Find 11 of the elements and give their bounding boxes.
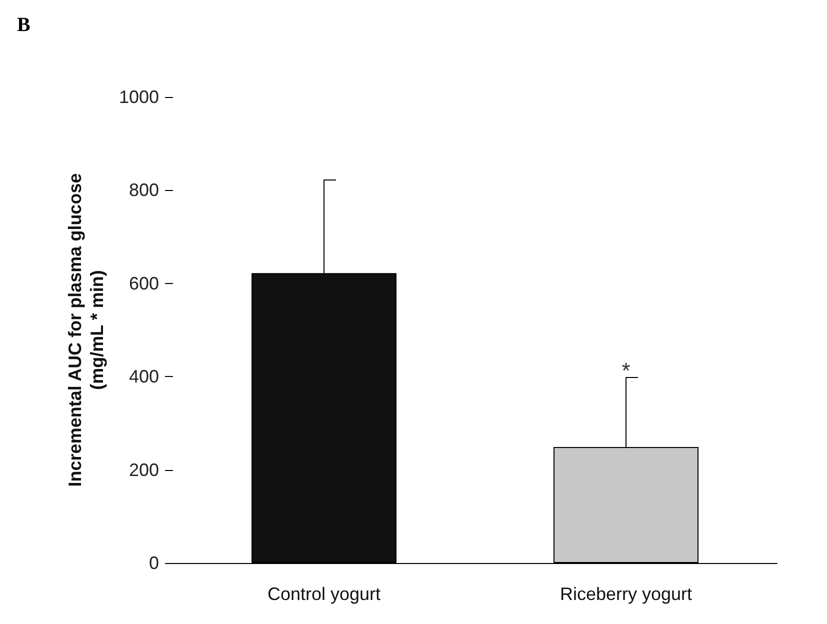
y-tick-label: 0	[148, 553, 159, 573]
y-tick-label: 400	[128, 366, 159, 387]
x-tick-label: Control yogurt	[267, 584, 381, 604]
y-tick-label: 200	[128, 460, 159, 480]
y-axis-title: Incremental AUC for plasma glucose (mg/mL * min)	[65, 173, 108, 487]
annotation: *	[622, 358, 631, 384]
x-tick-label: Riceberry yogurt	[560, 584, 692, 604]
y-tick-label: 1000	[118, 87, 159, 107]
chart-title: B	[17, 14, 30, 36]
y-tick-label: 600	[128, 273, 159, 294]
y-tick-label: 800	[128, 180, 159, 200]
